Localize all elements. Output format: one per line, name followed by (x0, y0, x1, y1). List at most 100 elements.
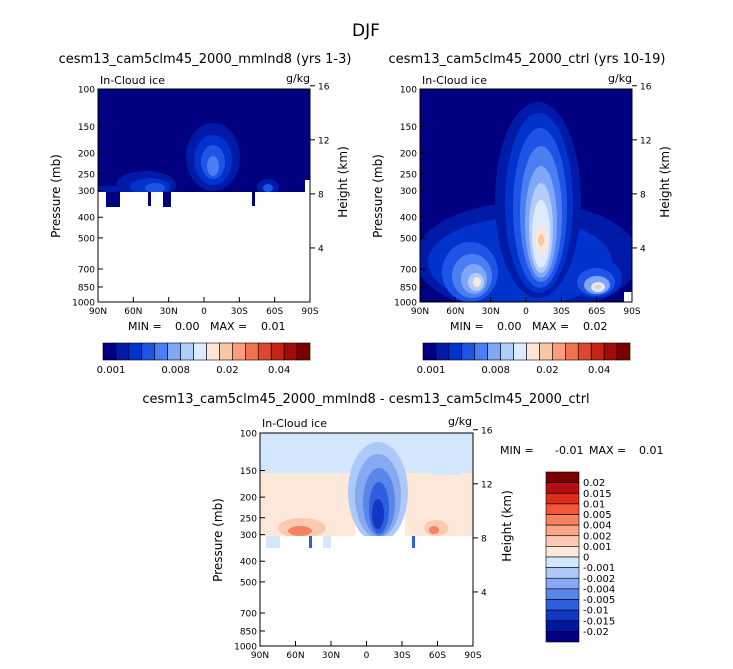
latitude-tick-label: 30N (482, 307, 500, 317)
pressure-tick-label: 200 (78, 150, 95, 160)
colorbar-swatch (545, 577, 580, 590)
colorbar-swatch (545, 492, 580, 505)
colorbar-swatch (545, 471, 580, 483)
height-tick-label: 12 (640, 136, 651, 146)
contour-positive-2 (429, 526, 439, 534)
colorbar-label: 0.002 (583, 531, 612, 542)
colorbar-swatch (115, 342, 130, 361)
colorbar-label: -0.004 (583, 584, 615, 595)
pressure-tick-label: 850 (400, 283, 417, 293)
colorbar-label: 0.02 (583, 478, 605, 489)
contour-level-9 (538, 234, 544, 246)
colorbar-label: 0.001 (97, 365, 126, 376)
colorbar-swatch (545, 482, 580, 494)
colorbar-label: -0.002 (583, 574, 615, 585)
colorbar-label: 0.008 (161, 365, 190, 376)
latitude-tick-label: 90N (251, 651, 269, 661)
pressure-tick-label: 300 (400, 187, 417, 197)
min-value: 0.00 (175, 320, 200, 333)
panel-title: cesm13_cam5clm45_2000_mmlnd8 - cesm13_ca… (142, 392, 589, 407)
max-label: MAX = (589, 444, 626, 457)
colorbar-swatch (565, 342, 579, 361)
min-label: MIN = (450, 320, 484, 333)
colorbar-swatch (474, 342, 488, 361)
data-mask (98, 192, 310, 302)
panel-ctrl: cesm13_cam5clm45_2000_ctrl (yrs 10-19) I… (371, 52, 672, 376)
contour-negative-small (432, 433, 462, 475)
latitude-tick-label: 60S (588, 307, 605, 317)
pressure-tick-label: 150 (78, 123, 95, 133)
units-label: g/kg (286, 72, 310, 85)
colorbar-swatch (545, 556, 580, 568)
data-mask (305, 180, 310, 194)
y-axis-label: Pressure (mb) (211, 498, 225, 582)
figure-title: DJF (352, 21, 380, 41)
pressure-tick-label: 150 (240, 467, 257, 477)
colorbar-label: 0.004 (583, 521, 612, 532)
pressure-tick-label: 400 (240, 558, 257, 568)
variable-label: In-Cloud ice (100, 74, 165, 87)
colorbar-swatch (545, 546, 580, 558)
contour-level-3 (145, 183, 165, 193)
colorbar-swatch (206, 342, 220, 361)
colorbar-label: 0.005 (583, 510, 612, 521)
pressure-tick-label: 700 (240, 610, 257, 620)
pressure-tick-label: 250 (78, 170, 95, 180)
latitude-tick-label: 30N (160, 307, 178, 317)
colorbar-swatch (487, 342, 501, 361)
colorbar-label: 0.001 (417, 365, 446, 376)
height-tick-label: 8 (318, 190, 324, 200)
colorbar-swatch (545, 620, 580, 632)
pressure-tick-label: 500 (240, 578, 257, 588)
latitude-tick-label: 0 (201, 307, 207, 317)
pressure-tick-label: 500 (78, 234, 95, 244)
colorbar-swatch (141, 342, 156, 361)
colorbar-swatch (545, 588, 580, 600)
masked-column (106, 192, 120, 207)
panel-mmlnd8: cesm13_cam5clm45_2000_mmlnd8 (yrs 1-3) I… (49, 52, 351, 376)
pressure-tick-label: 150 (400, 123, 417, 133)
pressure-tick-label: 200 (400, 150, 417, 160)
y-axis-label: Pressure (mb) (371, 154, 385, 238)
masked-column (412, 536, 415, 548)
data-mask (260, 536, 473, 646)
contour-positive-2 (288, 526, 312, 536)
colorbar-swatch (422, 342, 437, 361)
pressure-tick-label: 1000 (234, 643, 257, 653)
contour-field (260, 433, 473, 646)
latitude-tick-label: 30S (393, 651, 410, 661)
latitude-tick-label: 90S (464, 651, 481, 661)
variable-label: In-Cloud ice (422, 74, 487, 87)
colorbar-label: 0.04 (268, 365, 290, 376)
contour-field (420, 89, 632, 302)
latitude-tick-label: 60S (266, 307, 283, 317)
colorbar-label: 0.02 (536, 365, 558, 376)
colorbar-swatch (545, 514, 580, 526)
pressure-tick-label: 100 (400, 86, 417, 96)
contour-level-9 (595, 285, 601, 289)
latitude-tick-label: 30S (553, 307, 570, 317)
height-tick-label: 8 (640, 190, 646, 200)
colorbar-swatch (128, 342, 143, 361)
latitude-tick-label: 90S (301, 307, 318, 317)
latitude-tick-label: 90N (89, 307, 107, 317)
height-tick-label: 12 (318, 136, 329, 146)
pressure-tick-label: 700 (78, 266, 95, 276)
colorbar-label: 0.02 (216, 365, 238, 376)
colorbar-swatch (180, 342, 194, 361)
max-value: 0.01 (261, 320, 286, 333)
colorbar-swatch (232, 342, 246, 361)
colorbar-swatch (539, 342, 553, 361)
pressure-tick-label: 300 (240, 531, 257, 541)
colorbar-label: -0.015 (583, 616, 615, 627)
masked-column (309, 536, 312, 548)
contour-level-8 (473, 277, 481, 287)
colorbar-swatch (257, 342, 272, 361)
masked-column (252, 192, 255, 206)
max-value: 0.01 (639, 444, 664, 457)
height-tick-label: 16 (318, 82, 330, 92)
max-label: MAX = (532, 320, 569, 333)
colorbar-swatch (167, 342, 181, 361)
masked-column (266, 536, 280, 548)
colorbar-swatch (500, 342, 514, 361)
